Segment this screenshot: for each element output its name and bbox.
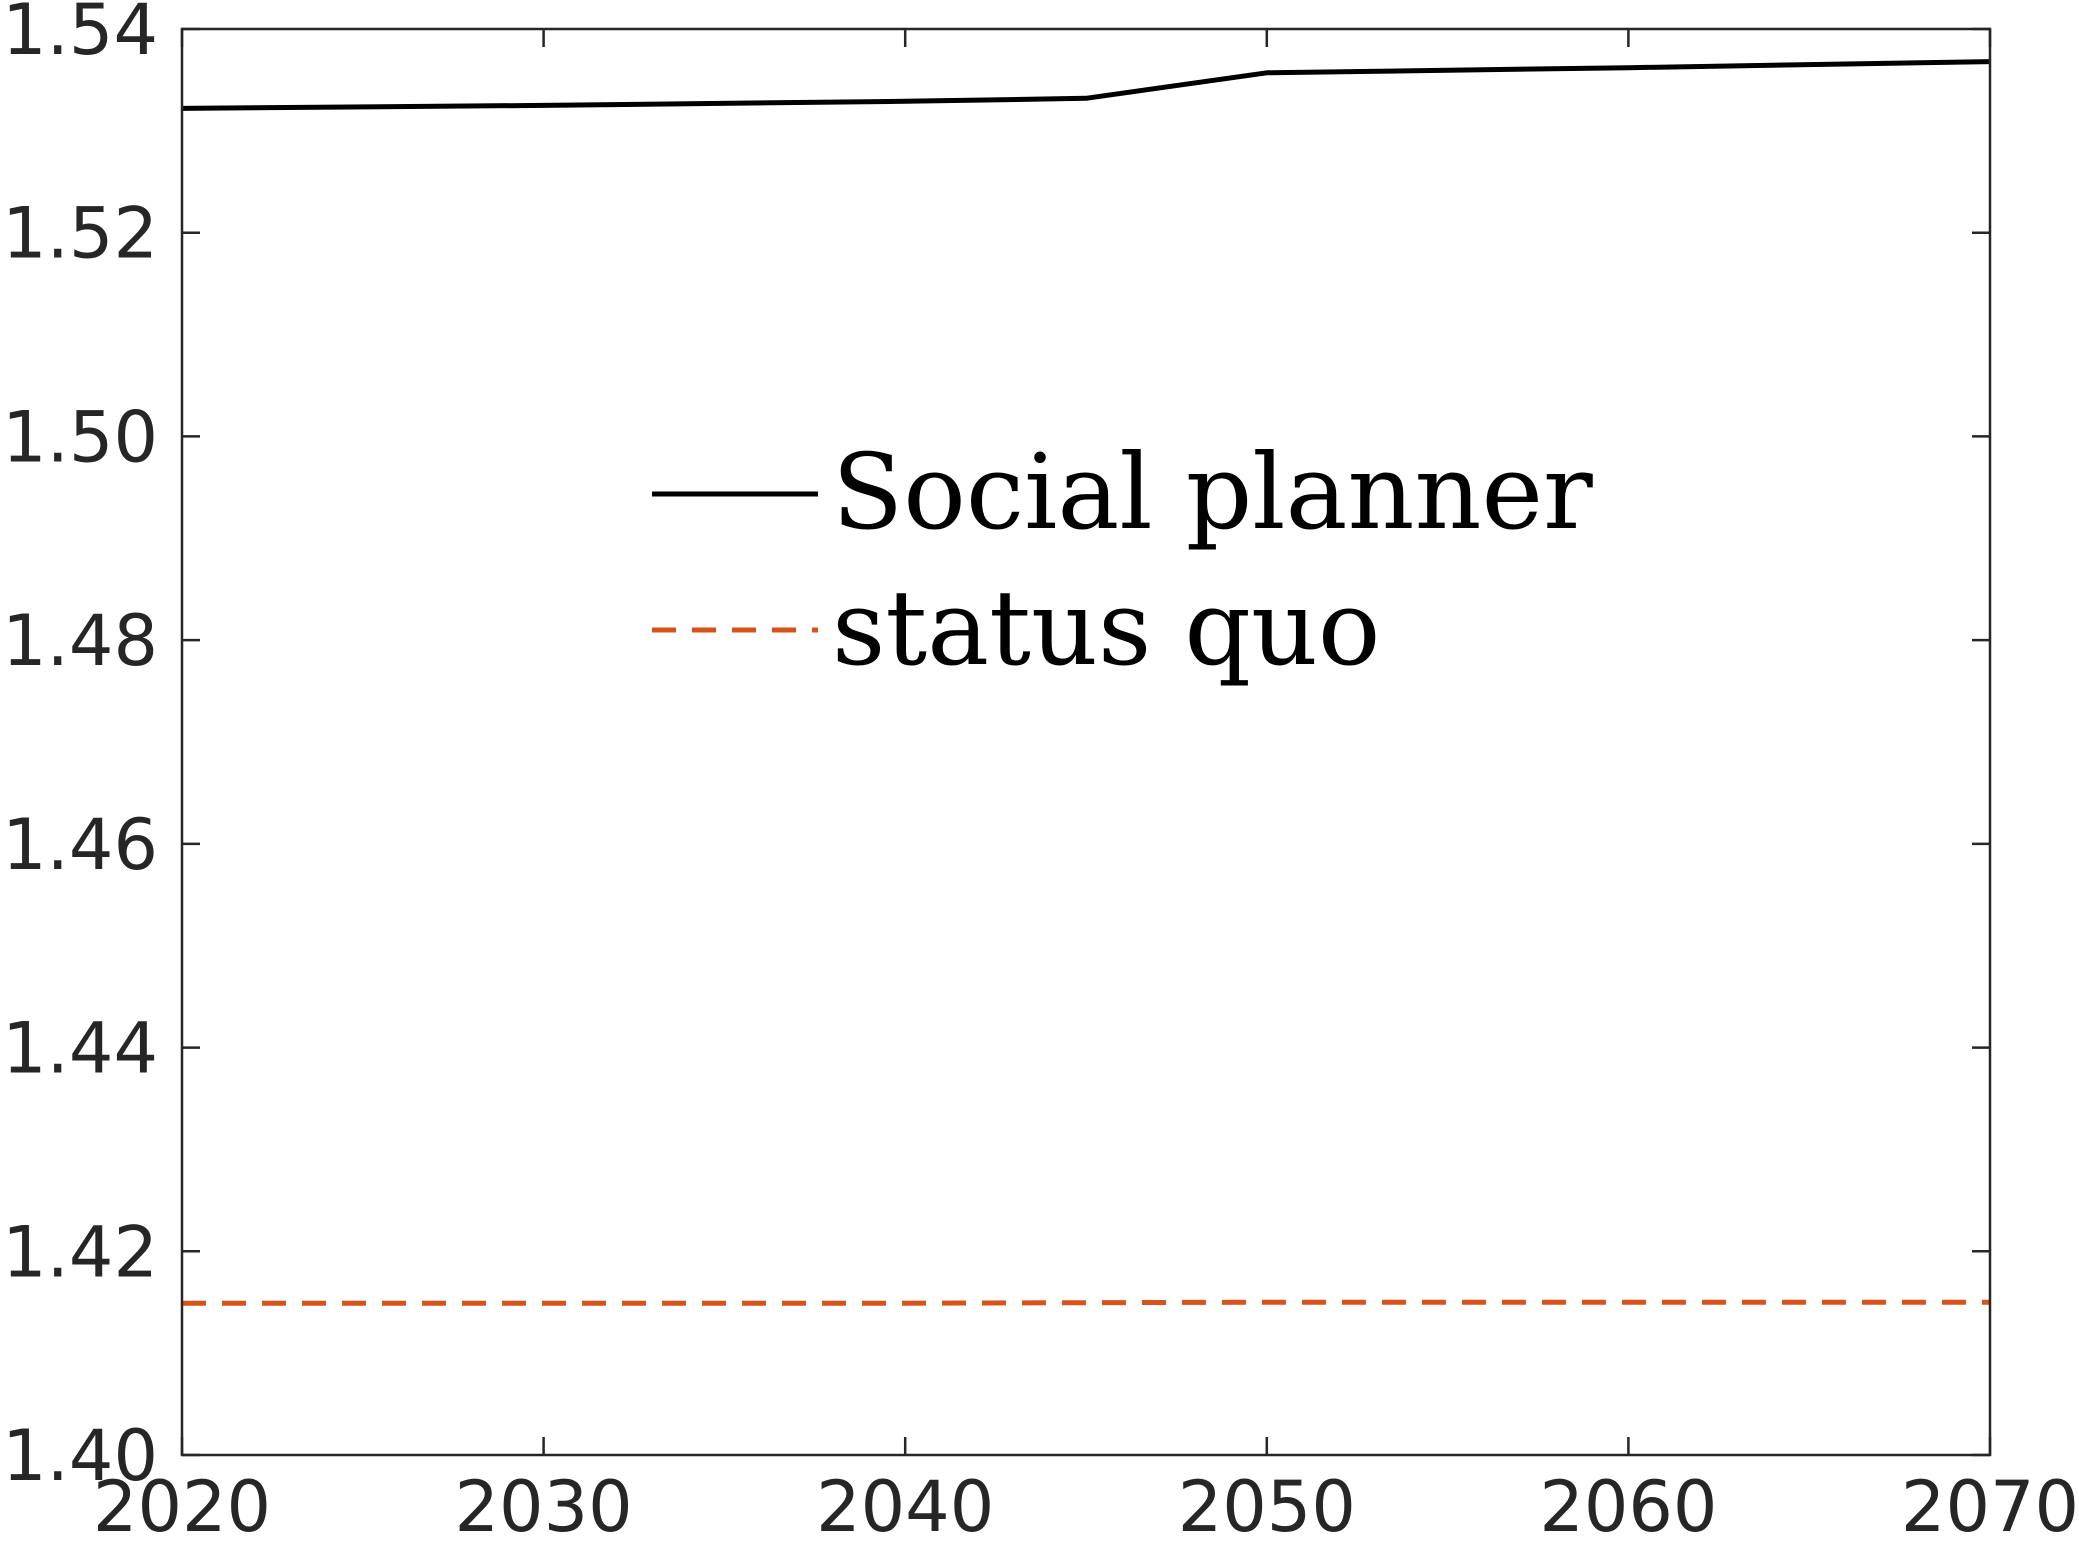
x-tick-label: 2070	[1901, 1466, 2079, 1548]
y-tick-label: 1.54	[2, 0, 158, 71]
plot-area	[182, 29, 1990, 1455]
legend-label-0: Social planner	[832, 431, 1593, 553]
plot-frame	[180, 27, 1992, 1457]
x-tick-label: 2020	[93, 1466, 271, 1548]
legend-label-1: status quo	[832, 567, 1381, 689]
y-tick-label: 1.46	[2, 804, 158, 886]
y-tick-label: 1.52	[2, 193, 158, 275]
legend: Social planner status quo	[652, 431, 1593, 689]
series-line-0	[181, 59, 1991, 111]
x-tick-label: 2040	[816, 1466, 994, 1548]
x-tick-label: 2060	[1539, 1466, 1717, 1548]
y-tick-label: 1.44	[2, 1008, 158, 1090]
x-tick-label: 2050	[1178, 1466, 1356, 1548]
series-line-1	[182, 1299, 1990, 1306]
series-layer	[181, 59, 1991, 1306]
y-tick-label: 1.48	[2, 600, 158, 682]
y-tick-label: 1.40	[2, 1415, 158, 1497]
y-tick-label: 1.50	[2, 396, 158, 478]
x-tick-label: 2030	[455, 1466, 633, 1548]
y-tick-label: 1.42	[2, 1211, 158, 1293]
